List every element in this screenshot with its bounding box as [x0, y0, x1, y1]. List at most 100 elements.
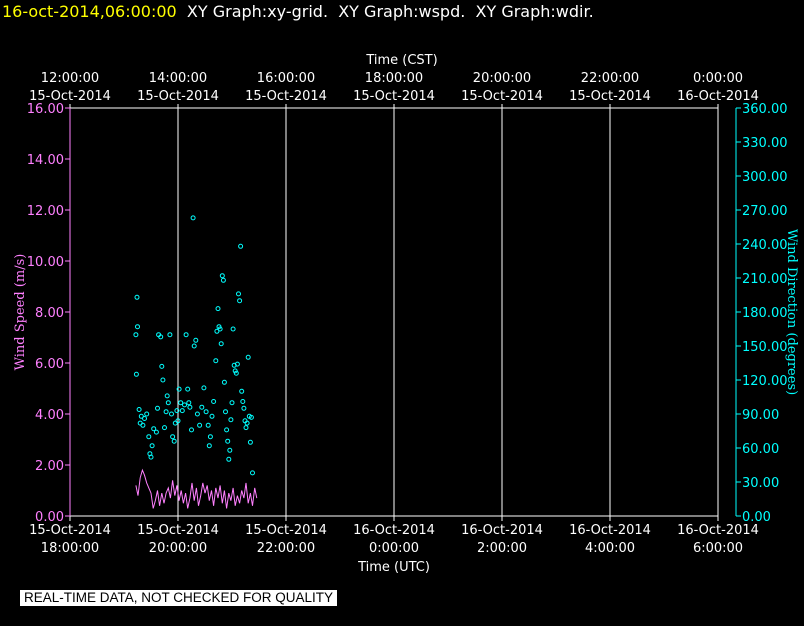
timestamp-label: 16-oct-2014,06:00:00 [2, 2, 177, 21]
left-tick-label: 16.00 [27, 102, 64, 117]
wind-direction-point [226, 456, 232, 462]
wind-direction-point [201, 385, 207, 391]
wind-direction-point [174, 408, 180, 414]
top-tick-date: 15-Oct-2014 [29, 89, 111, 104]
wind-direction-point [225, 438, 231, 444]
wind-direction-point [146, 434, 152, 440]
top-tick-date: 15-Oct-2014 [137, 89, 219, 104]
bottom-tick-date: 15-Oct-2014 [245, 523, 327, 538]
top-tick-date: 16-Oct-2014 [677, 89, 759, 104]
wind-direction-point [223, 409, 228, 415]
bottom-tick-date: 16-Oct-2014 [353, 523, 435, 538]
wind-direction-point [233, 370, 239, 376]
right-tick-label: 330.00 [742, 136, 788, 151]
wind-direction-point [217, 326, 223, 332]
wind-direction-point [237, 298, 243, 304]
wind-direction-point [189, 427, 194, 433]
wind-direction-point [207, 434, 213, 440]
top-tick-date: 15-Oct-2014 [353, 89, 435, 104]
wind-direction-point [163, 409, 169, 415]
top-tick-date: 15-Oct-2014 [569, 89, 651, 104]
wind-direction-point [240, 399, 246, 404]
axes-layer: 15-Oct-2014 18:00:00 15-Oct-2014 20:00:00 15… [13, 53, 799, 575]
bottom-tick-time: 18:00:00 [41, 541, 99, 556]
wind-direction-point [179, 408, 185, 414]
wind-direction-point [221, 379, 227, 385]
top-tick-time: 14:00:00 [149, 71, 207, 86]
wind-direction-point [227, 447, 233, 453]
wind-direction-point [138, 413, 144, 419]
right-tick-label: 90.00 [742, 408, 779, 423]
wind-direction-point [159, 363, 165, 369]
wind-direction-point [170, 434, 176, 440]
wind-direction-point [193, 337, 199, 343]
wind-direction-point [149, 443, 155, 449]
wind-direction-point [230, 326, 236, 332]
right-tick-label: 120.00 [742, 374, 788, 389]
wind-direction-point [165, 400, 171, 406]
bottom-tick-time: 6:00:00 [693, 541, 743, 556]
bottom-tick-date: 15-Oct-2014 [29, 523, 111, 538]
bottom-tick-time: 4:00:00 [585, 541, 635, 556]
graph-label-wspd: XY Graph:wspd. [338, 2, 466, 21]
left-tick-label: 2.00 [35, 459, 64, 474]
wind-direction-point [151, 426, 157, 432]
wind-direction-point [213, 358, 219, 364]
left-tick-label: 6.00 [35, 357, 64, 372]
bottom-tick-date: 16-Oct-2014 [569, 523, 651, 538]
bottom-tick-date: 16-Oct-2014 [461, 523, 543, 538]
bottom-tick-date: 16-Oct-2014 [677, 523, 759, 538]
wind-direction-point [175, 418, 181, 424]
right-tick-label: 300.00 [742, 170, 788, 185]
wind-direction-point [220, 277, 226, 283]
wind-direction-point [211, 399, 217, 404]
wind-direction-point [203, 409, 209, 415]
wind-direction-point [243, 425, 249, 431]
left-tick-label: 8.00 [35, 306, 64, 321]
wind-direction-point [199, 404, 205, 410]
wind-direction-point [244, 420, 250, 426]
wind-direction-point [133, 332, 139, 338]
wind-direction-point [158, 334, 164, 340]
wind-direction-point [136, 407, 142, 412]
top-axis-title: Time (CST) [365, 53, 437, 68]
left-tick-label: 0.00 [35, 510, 64, 525]
wind-direction-point [241, 405, 247, 411]
wind-direction-point [247, 439, 253, 445]
right-tick-label: 240.00 [742, 238, 788, 253]
graph-label-xy-grid: XY Graph:xy-grid. [186, 2, 329, 21]
wind-direction-point [186, 400, 192, 406]
wind-direction-point [185, 386, 191, 392]
wind-direction-point [137, 420, 143, 426]
top-tick-time: 22:00:00 [581, 71, 639, 86]
wind-direction-point [245, 354, 251, 360]
right-tick-label: 0.00 [742, 510, 771, 525]
top-tick-time: 20:00:00 [473, 71, 531, 86]
wind-direction-point [224, 427, 230, 433]
top-tick-date: 15-Oct-2014 [461, 89, 543, 104]
grid-lines [177, 108, 611, 516]
wind-direction-point [160, 377, 166, 383]
top-tick-date: 15-Oct-2014 [245, 89, 327, 104]
wind-direction-point [187, 404, 193, 410]
right-tick-label: 210.00 [742, 272, 788, 287]
right-axis-title: Wind Direction (degrees) [784, 229, 799, 395]
left-tick-label: 4.00 [35, 408, 64, 423]
wind-direction-point [144, 411, 150, 417]
right-tick-label: 60.00 [742, 442, 779, 457]
wind-direction-point [178, 400, 184, 406]
quality-disclaimer: REAL-TIME DATA, NOT CHECKED FOR QUALITY [20, 590, 338, 606]
series-layer [133, 215, 258, 509]
wind-direction-point [229, 400, 235, 406]
wind-direction-point [206, 443, 212, 449]
wind-direction-point [153, 429, 159, 435]
wind-direction-point [239, 388, 245, 394]
wind-direction-point [133, 371, 139, 377]
wind-direction-point [164, 393, 170, 399]
wind-direction-point [228, 417, 234, 423]
wind-direction-point [238, 243, 244, 249]
wind-direction-point [167, 332, 173, 338]
bottom-tick-time: 0:00:00 [369, 541, 419, 556]
wind-direction-point [190, 215, 196, 221]
bottom-tick-date: 15-Oct-2014 [137, 523, 219, 538]
